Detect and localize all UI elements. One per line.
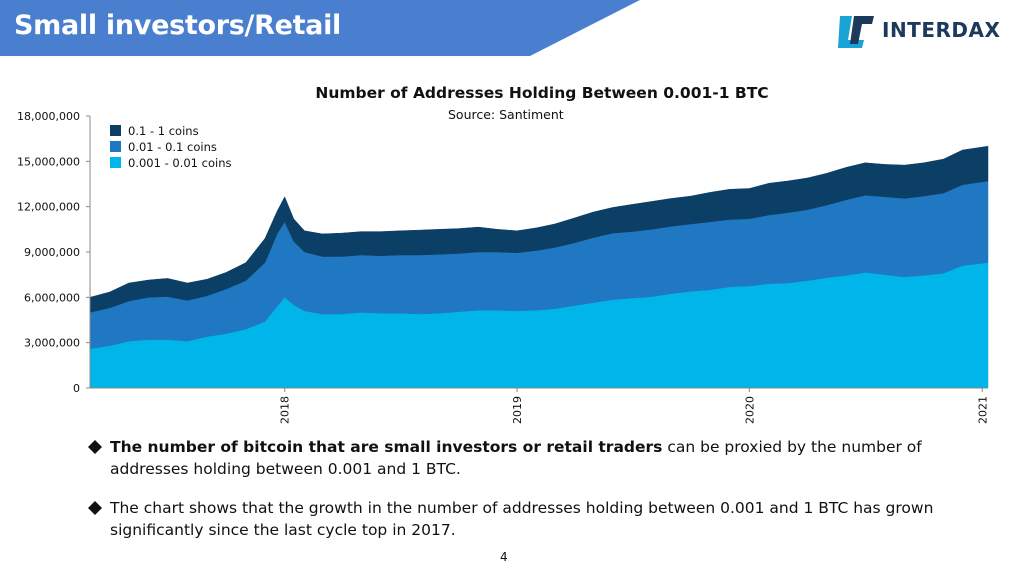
y-tick-label: 0 (73, 382, 80, 395)
chart-title: Number of Addresses Holding Between 0.00… (315, 84, 769, 102)
header-banner-shape (0, 0, 640, 56)
y-tick-label: 12,000,000 (17, 201, 80, 214)
x-tick-label: 2019 (511, 396, 524, 424)
logo-text: INTERDAX (882, 18, 1001, 42)
bullet-item-2: The chart shows that the growth in the n… (88, 497, 968, 541)
header-banner: Small investors/Retail (0, 0, 640, 56)
legend-label: 0.001 - 0.01 coins (128, 156, 231, 170)
y-tick-label: 15,000,000 (17, 155, 80, 168)
legend-label: 0.1 - 1 coins (128, 124, 199, 138)
x-tick-label: 2021 (976, 396, 989, 424)
bullet-item-1: The number of bitcoin that are small inv… (88, 436, 968, 480)
page-number: 4 (500, 550, 508, 564)
y-tick-label: 3,000,000 (24, 337, 80, 350)
bullet-2-text: The chart shows that the growth in the n… (110, 499, 934, 539)
interdax-logo: INTERDAX (838, 14, 1001, 52)
y-tick-label: 6,000,000 (24, 291, 80, 304)
chart-source: Source: Santiment (448, 107, 564, 122)
legend-swatch (110, 141, 121, 152)
diamond-bullet-icon (88, 501, 102, 515)
bullet-1-bold: The number of bitcoin that are small inv… (110, 438, 663, 456)
area-series-3 (89, 145, 989, 313)
y-tick-label: 18,000,000 (17, 110, 80, 123)
logo-mark-icon (838, 16, 874, 48)
diamond-bullet-icon (88, 440, 102, 454)
x-tick-label: 2020 (743, 396, 756, 424)
page-title: Small investors/Retail (14, 10, 342, 41)
legend-swatch (110, 125, 121, 136)
bullet-1-text: can be proxied by the number of addresse… (110, 438, 922, 478)
legend-label: 0.01 - 0.1 coins (128, 140, 217, 154)
x-tick-label: 2018 (279, 396, 292, 424)
legend-swatch (110, 157, 121, 168)
y-tick-label: 9,000,000 (24, 246, 80, 259)
